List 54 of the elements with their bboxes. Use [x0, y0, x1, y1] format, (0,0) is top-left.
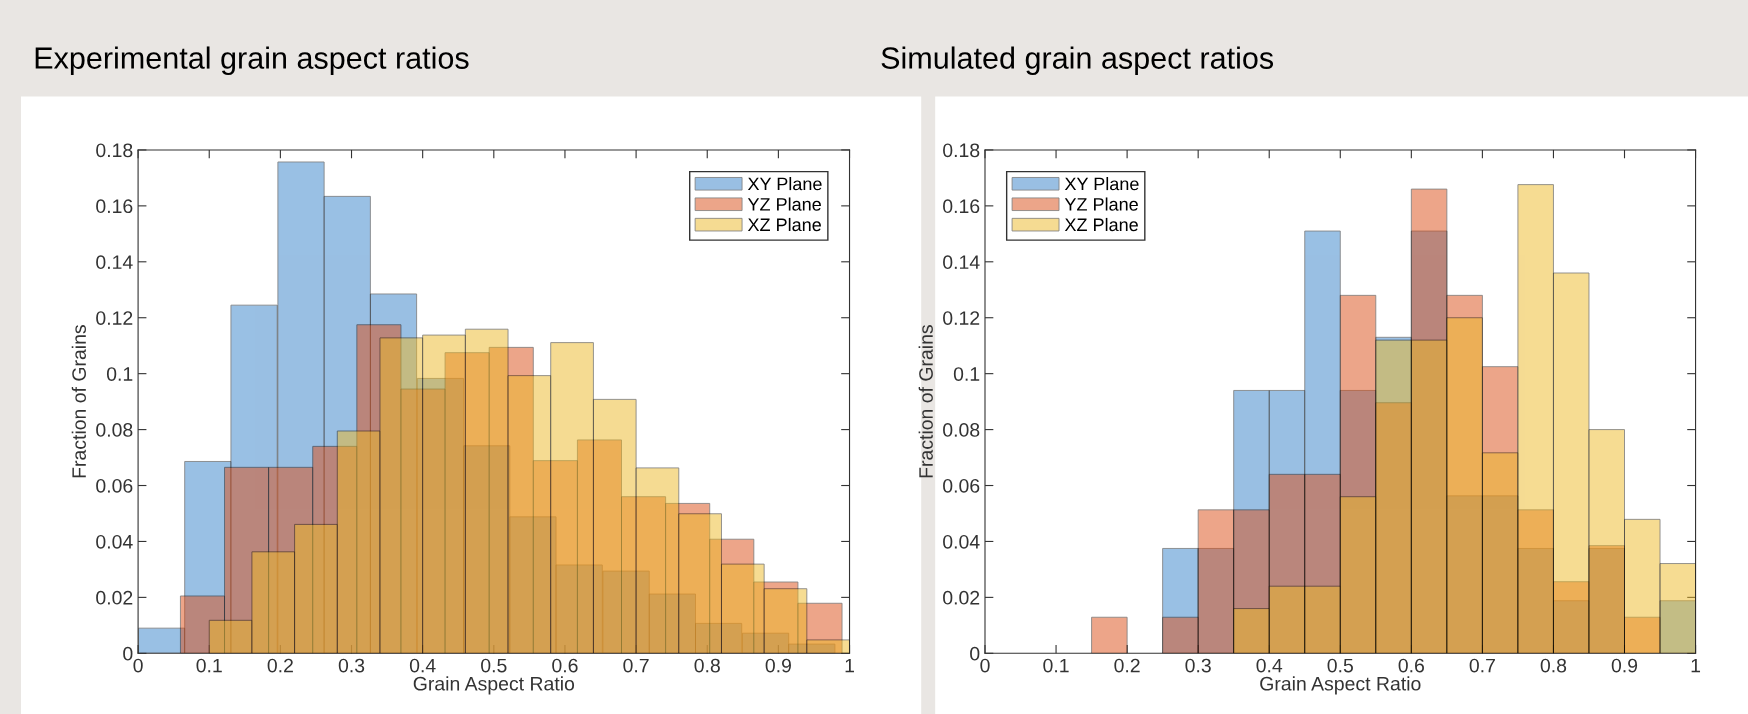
y-tick-label: 0 [123, 646, 133, 661]
x-tick-label: 0.6 [1398, 658, 1424, 673]
x-tick-label: 1 [1691, 658, 1701, 673]
y-tick-label: 0.02 [96, 590, 133, 605]
x-tick-label: 0 [980, 658, 990, 673]
y-tick-label: 0.08 [943, 423, 980, 437]
x-tick-label: 0.4 [1256, 658, 1283, 673]
x-tick-label: 0.3 [338, 658, 365, 673]
x-tick-label: 0.8 [1540, 658, 1567, 673]
x-tick-label: 0.1 [196, 658, 222, 673]
y-tick-label: 0.1 [106, 367, 133, 381]
y-axis-title: Fraction of Grains [71, 325, 86, 478]
y-axis-title: Fraction of Grains [918, 325, 933, 478]
legend-label: XZ Plane [747, 217, 821, 232]
chart-title: Experimental grain aspect ratios [35, 46, 469, 75]
x-tick-label: 0.7 [623, 658, 649, 673]
y-tick-label: 0.04 [943, 534, 980, 549]
y-tick-label: 0.1 [953, 367, 980, 381]
x-tick-label: 1 [845, 658, 854, 673]
y-tick-label: 0.08 [96, 423, 133, 437]
x-tick-label: 0.4 [409, 658, 436, 673]
chart-title: Simulated grain aspect ratios [881, 46, 1274, 75]
x-tick-label: 0.3 [1185, 658, 1211, 673]
y-tick-label: 0.06 [943, 478, 980, 493]
x-tick-label: 0.8 [694, 658, 720, 673]
y-tick-label: 0.04 [96, 534, 133, 549]
y-tick-label: 0.12 [96, 311, 133, 325]
y-tick-label: 0.18 [943, 143, 980, 158]
x-tick-label: 0.2 [267, 658, 293, 673]
x-tick-label: 0.2 [1114, 658, 1140, 673]
x-tick-label: 0.7 [1469, 658, 1495, 673]
legend-label: XZ Plane [1064, 217, 1138, 232]
legend-label: YZ Plane [747, 197, 821, 211]
y-tick-label: 0.02 [943, 590, 980, 605]
legend-label: YZ Plane [1064, 197, 1138, 211]
y-tick-label: 0.16 [943, 199, 980, 214]
x-axis-title: Grain Aspect Ratio [413, 676, 575, 695]
y-tick-label: 0.14 [96, 255, 133, 270]
legend-label: XY Plane [747, 177, 822, 191]
y-tick-label: 0.12 [943, 311, 980, 325]
x-tick-label: 0 [133, 658, 143, 673]
x-tick-label: 0.1 [1043, 658, 1069, 673]
x-tick-label: 0.6 [552, 658, 578, 673]
y-tick-label: 0.18 [96, 143, 133, 158]
legend-label: XY Plane [1064, 177, 1139, 191]
x-tick-label: 0.9 [1611, 658, 1638, 673]
x-axis-title: Grain Aspect Ratio [1260, 676, 1421, 695]
y-tick-label: 0.14 [943, 255, 980, 270]
y-tick-label: 0.16 [96, 199, 133, 214]
x-tick-label: 0.9 [765, 658, 791, 673]
y-tick-label: 0 [970, 646, 980, 661]
x-tick-label: 0.5 [481, 658, 507, 673]
x-tick-label: 0.5 [1327, 658, 1353, 673]
y-tick-label: 0.06 [96, 478, 133, 493]
